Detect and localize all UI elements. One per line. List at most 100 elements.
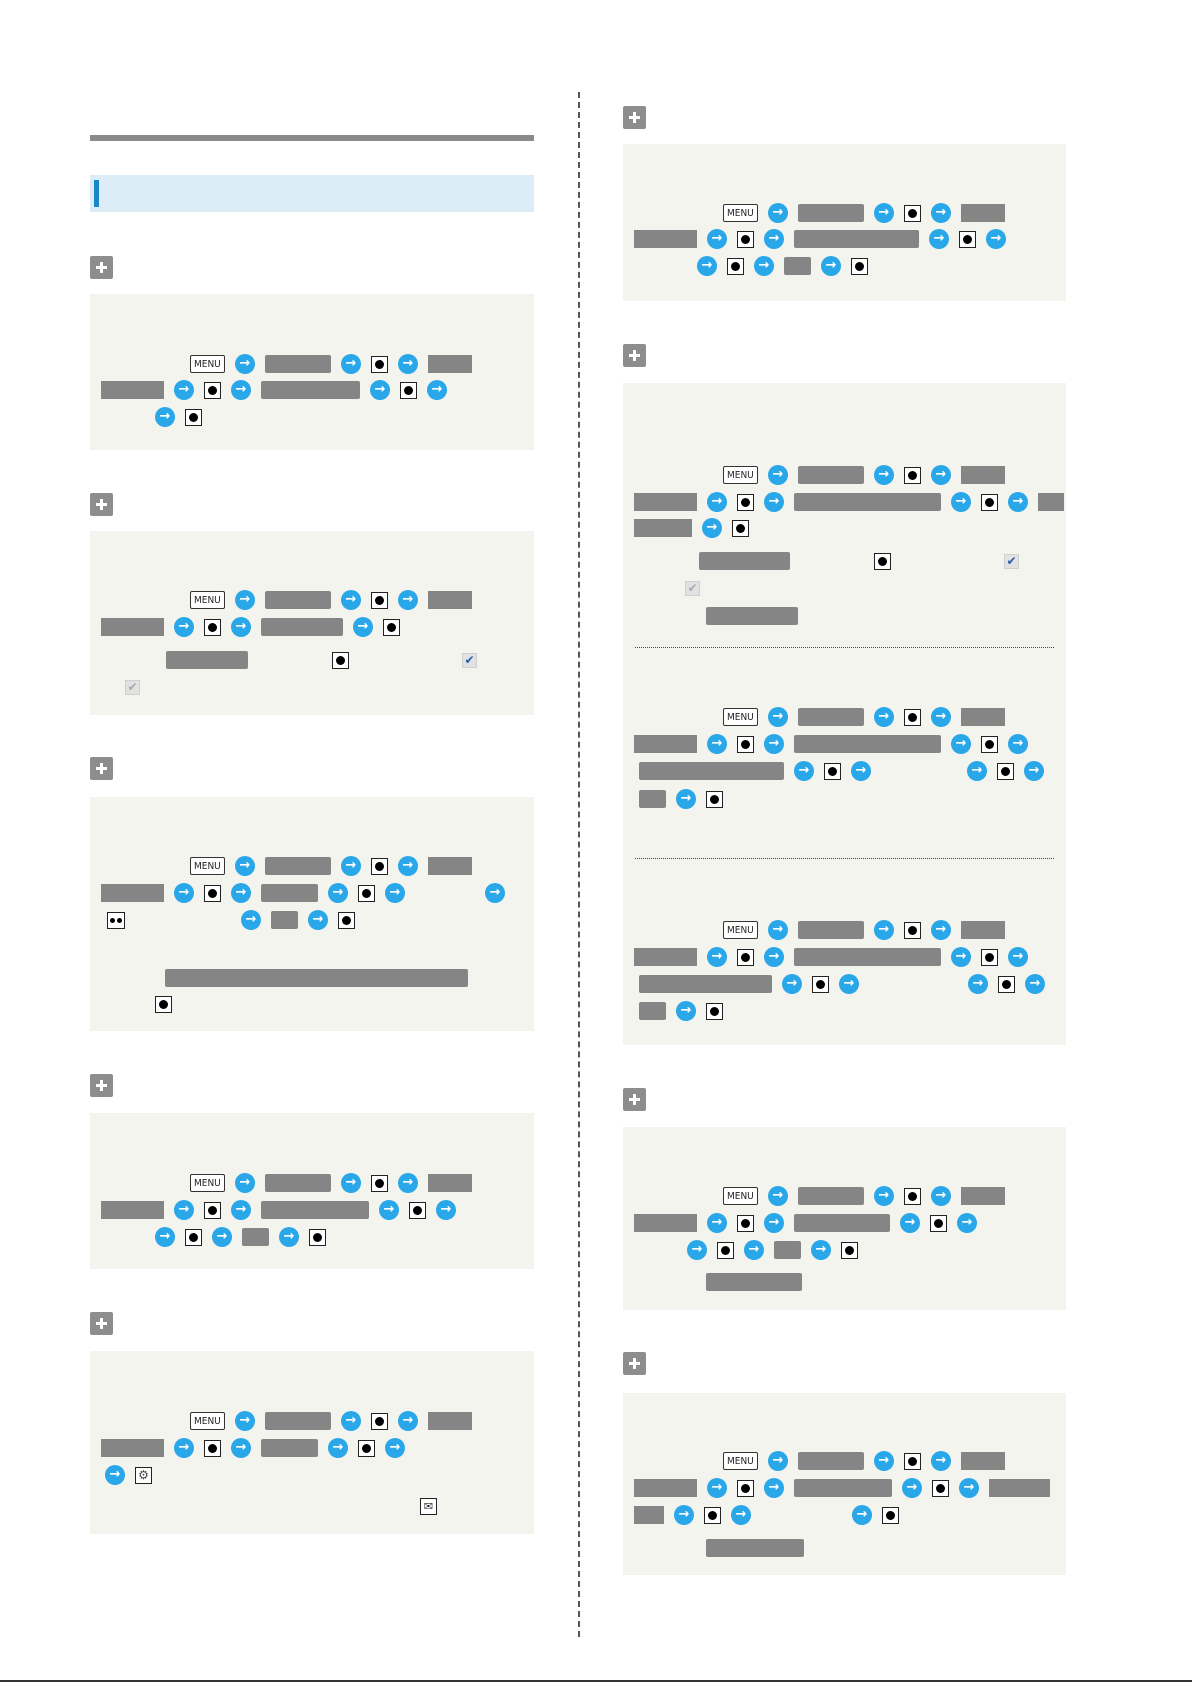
- center-key-icon: [204, 1201, 221, 1219]
- arrow-right-icon: →: [782, 974, 802, 994]
- menu-item-placeholder: [264, 355, 331, 373]
- center-key-icon: [737, 493, 754, 511]
- arrow-right-icon: →: [174, 617, 194, 637]
- center-key-icon: [903, 466, 921, 484]
- arrow-right-icon: →: [930, 203, 951, 223]
- menu-item-placeholder: [264, 1174, 331, 1192]
- menu-item-placeholder: [960, 1452, 1005, 1470]
- menu-item-placeholder: [794, 735, 941, 753]
- menu-item-placeholder: [101, 1439, 164, 1457]
- arrow-right-icon: →: [900, 1213, 920, 1233]
- arrow-right-icon: →: [231, 1200, 251, 1220]
- arrow-right-icon: →: [951, 734, 971, 754]
- arrow-right-icon: →: [105, 1465, 125, 1485]
- arrow-right-icon: →: [212, 1227, 232, 1247]
- arrow-right-icon: →: [930, 920, 951, 940]
- menu-key-icon: MENU: [190, 591, 225, 609]
- arrow-right-icon: →: [930, 1451, 951, 1471]
- menu-item-placeholder: [427, 1412, 472, 1430]
- arrow-right-icon: →: [155, 1227, 175, 1247]
- center-key-icon: [727, 257, 744, 275]
- arrow-right-icon: →: [767, 465, 788, 485]
- procedure-box: MENU → → → → → → → → → →: [90, 797, 534, 1031]
- center-key-icon: [370, 857, 388, 875]
- plus-icon: [623, 1352, 646, 1375]
- menu-item-placeholder: [960, 921, 1005, 939]
- center-key-icon: [155, 995, 172, 1013]
- center-key-icon: [903, 708, 921, 726]
- arrow-right-icon: →: [397, 856, 418, 876]
- column-divider: [578, 92, 580, 1637]
- arrow-right-icon: →: [767, 920, 788, 940]
- mail-icon: ✉: [420, 1497, 437, 1515]
- checkbox-unchecked-icon: ✔: [685, 580, 700, 596]
- menu-item-placeholder: [1038, 493, 1064, 511]
- center-key-icon: [358, 1439, 375, 1457]
- menu-item-placeholder: [797, 1187, 864, 1205]
- center-key-icon: [959, 230, 976, 248]
- arrow-right-icon: →: [174, 1200, 194, 1220]
- arrow-right-icon: →: [873, 707, 894, 727]
- arrow-right-icon: →: [764, 734, 784, 754]
- menu-key-icon: MENU: [723, 204, 758, 222]
- arrow-right-icon: →: [279, 1227, 299, 1247]
- arrow-right-icon: →: [231, 617, 251, 637]
- plus-icon: [623, 106, 646, 129]
- menu-item-placeholder: [101, 884, 164, 902]
- menu-item-placeholder: [634, 735, 697, 753]
- center-key-icon: [704, 1506, 721, 1524]
- arrow-right-icon: →: [707, 492, 727, 512]
- arrow-right-icon: →: [676, 789, 696, 809]
- arrow-right-icon: →: [951, 492, 971, 512]
- menu-item-placeholder: [242, 1228, 269, 1246]
- arrow-right-icon: →: [397, 590, 418, 610]
- menu-item-placeholder: [261, 618, 343, 636]
- menu-item-placeholder: [634, 519, 692, 537]
- arrow-right-icon: →: [231, 883, 251, 903]
- menu-key-icon: MENU: [723, 1187, 758, 1205]
- center-key-icon: [309, 1228, 326, 1246]
- center-key-icon: [930, 1214, 947, 1232]
- center-key-icon: [851, 257, 868, 275]
- arrow-right-icon: →: [234, 1173, 255, 1193]
- menu-key-icon: MENU: [723, 1452, 758, 1470]
- center-key-icon: [737, 1214, 754, 1232]
- arrow-right-icon: →: [702, 518, 722, 538]
- arrow-right-icon: →: [397, 1173, 418, 1193]
- arrow-right-icon: →: [873, 1451, 894, 1471]
- menu-item-placeholder: [706, 1273, 802, 1291]
- arrow-right-icon: →: [370, 380, 390, 400]
- menu-item-placeholder: [794, 493, 941, 511]
- arrow-right-icon: →: [731, 1505, 751, 1525]
- menu-item-placeholder: [794, 230, 919, 248]
- procedure-box: MENU → → → → → → → → ⚙ ✉: [90, 1351, 534, 1534]
- menu-item-placeholder: [794, 948, 941, 966]
- procedure-box: MENU → → → → → → → → → →: [623, 1393, 1066, 1575]
- menu-item-placeholder: [427, 1174, 472, 1192]
- arrow-right-icon: →: [1025, 974, 1045, 994]
- center-key-icon: [370, 591, 388, 609]
- center-key-icon: [717, 1241, 734, 1259]
- checkbox-checked-icon: ✔: [1004, 553, 1019, 569]
- center-key-icon: [903, 921, 921, 939]
- menu-item-placeholder: [960, 708, 1005, 726]
- menu-item-placeholder: [427, 355, 472, 373]
- arrow-right-icon: →: [687, 1240, 707, 1260]
- multi-key-icon: [107, 911, 125, 929]
- center-key-icon: [981, 948, 998, 966]
- menu-item-placeholder: [639, 762, 784, 780]
- arrow-right-icon: →: [873, 1186, 894, 1206]
- arrow-right-icon: →: [764, 947, 784, 967]
- arrow-right-icon: →: [340, 590, 361, 610]
- menu-item-placeholder: [797, 204, 864, 222]
- center-key-icon: [737, 948, 754, 966]
- arrow-right-icon: →: [340, 1411, 361, 1431]
- menu-item-placeholder: [165, 969, 468, 987]
- center-key-icon: [732, 519, 749, 537]
- center-key-icon: [737, 230, 754, 248]
- section-title-band: [90, 175, 534, 212]
- center-key-icon: [185, 408, 202, 426]
- center-key-icon: [383, 618, 400, 636]
- arrow-right-icon: →: [174, 883, 194, 903]
- menu-item-placeholder: [784, 257, 811, 275]
